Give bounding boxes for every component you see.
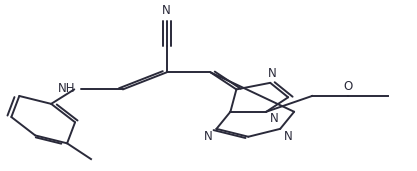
Text: N: N: [284, 130, 292, 143]
Text: NH: NH: [58, 82, 76, 95]
Text: O: O: [343, 80, 352, 93]
Text: N: N: [162, 4, 171, 17]
Text: N: N: [268, 67, 276, 80]
Text: N: N: [270, 112, 279, 125]
Text: N: N: [204, 130, 213, 143]
